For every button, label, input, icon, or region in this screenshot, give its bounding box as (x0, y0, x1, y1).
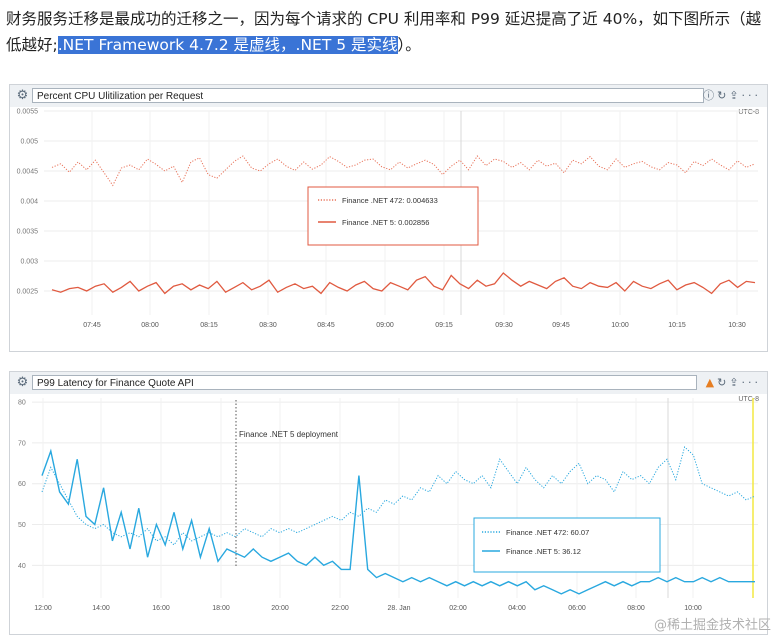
x-tick-label: 14:00 (92, 605, 110, 612)
legend-entry: Finance .NET 5: 36.12 (506, 547, 581, 556)
more-icon[interactable]: ··· (741, 376, 761, 389)
panel-actions: ⓘ↻⇪··· (703, 89, 761, 102)
gear-icon[interactable]: ⚙ (16, 88, 29, 103)
share-icon[interactable]: ⇪ (729, 89, 742, 102)
y-tick-label: 0.0045 (17, 169, 39, 176)
series-line-net472 (51, 155, 756, 187)
y-tick-label: 0.005 (20, 139, 38, 146)
series-line-net472 (41, 446, 756, 546)
y-tick-label: 40 (18, 563, 26, 570)
more-icon[interactable]: ··· (741, 89, 761, 102)
x-tick-label: 10:00 (684, 605, 702, 612)
x-tick-label: 09:45 (552, 322, 570, 329)
info-icon[interactable]: ⓘ (703, 89, 718, 102)
article-paragraph: 财务服务迁移是最成功的迁移之一，因为每个请求的 CPU 利用率和 P99 延迟提… (6, 6, 776, 58)
x-tick-label: 08:45 (317, 322, 335, 329)
cpu-chart-panel: ⚙ Percent CPU Ulitilization per Request … (9, 84, 768, 352)
x-tick-label: 10:00 (611, 322, 629, 329)
latency-chart-panel: ⚙ P99 Latency for Finance Quote API ▲↻⇪·… (9, 371, 768, 635)
y-tick-label: 0.004 (20, 199, 38, 206)
panel-actions: ▲↻⇪··· (706, 376, 761, 389)
x-tick-label: 16:00 (152, 605, 170, 612)
x-tick-label: 08:30 (259, 322, 277, 329)
x-tick-label: 08:00 (627, 605, 645, 612)
highlighted-text: .NET Framework 4.7.2 是虚线，.NET 5 是实线 (57, 36, 398, 54)
x-tick-label: 09:30 (495, 322, 513, 329)
legend-entry: Finance .NET 472: 60.07 (506, 528, 589, 537)
panel-title[interactable]: P99 Latency for Finance Quote API (32, 375, 697, 390)
y-tick-label: 80 (18, 400, 26, 407)
refresh-icon[interactable]: ↻ (717, 89, 730, 102)
panel-header: ⚙ Percent CPU Ulitilization per Request … (10, 85, 767, 107)
x-tick-label: 09:15 (435, 322, 453, 329)
y-tick-label: 70 (18, 440, 26, 447)
x-tick-label: 06:00 (568, 605, 586, 612)
x-tick-label: 04:00 (508, 605, 526, 612)
x-tick-label: 08:00 (141, 322, 159, 329)
legend-box (473, 517, 661, 573)
y-tick-label: 60 (18, 481, 26, 488)
latency-chart: 80 70 60 50 40 12:00 14:00 16:00 18:00 20:00 22:00… (18, 398, 758, 612)
deployment-annotation: Finance .NET 5 deployment (239, 430, 339, 439)
refresh-icon[interactable]: ↻ (717, 376, 730, 389)
panel-title[interactable]: Percent CPU Ulitilization per Request (32, 88, 704, 103)
gear-icon[interactable]: ⚙ (16, 375, 29, 390)
x-tick-label: 07:45 (83, 322, 101, 329)
x-tick-label: 10:30 (728, 322, 746, 329)
x-tick-label: 12:00 (34, 605, 52, 612)
legend-box (307, 186, 479, 246)
x-tick-label: 09:00 (376, 322, 394, 329)
x-tick-label: 02:00 (449, 605, 467, 612)
y-tick-label: 50 (18, 522, 26, 529)
watermark: @稀土掘金技术社区 (653, 618, 771, 633)
warning-icon[interactable]: ▲ (705, 376, 718, 389)
x-tick-label: 08:15 (200, 322, 218, 329)
y-tick-label: 0.0035 (17, 229, 39, 236)
timezone-label: UTC-8 (738, 396, 759, 403)
legend-entry: Finance .NET 5: 0.002856 (342, 218, 429, 227)
legend-entry: Finance .NET 472: 0.004633 (342, 196, 438, 205)
x-tick-label: 22:00 (331, 605, 349, 612)
article-text-end: ）。 (397, 36, 421, 54)
series-line-net5 (41, 448, 755, 595)
x-tick-label: 10:15 (668, 322, 686, 329)
article-text: 财务服务迁移是最成功的迁移之一，因为每个请求的 CPU 利用率和 P99 延迟提… (6, 10, 762, 54)
y-tick-label: 0.003 (20, 259, 38, 266)
share-icon[interactable]: ⇪ (729, 376, 742, 389)
panel-header: ⚙ P99 Latency for Finance Quote API ▲↻⇪·… (10, 372, 767, 394)
x-tick-label: 20:00 (271, 605, 289, 612)
y-tick-label: 0.0025 (17, 289, 39, 296)
x-tick-label: 18:00 (212, 605, 230, 612)
cpu-chart: 0.0055 0.005 0.0045 0.004 0.0035 0.003 0.0025 0… (17, 109, 758, 329)
series-line-net5 (51, 272, 756, 295)
timezone-label: UTC-8 (738, 109, 759, 116)
y-tick-label: 0.0055 (17, 109, 39, 116)
x-tick-label: 28. Jan (388, 605, 411, 612)
